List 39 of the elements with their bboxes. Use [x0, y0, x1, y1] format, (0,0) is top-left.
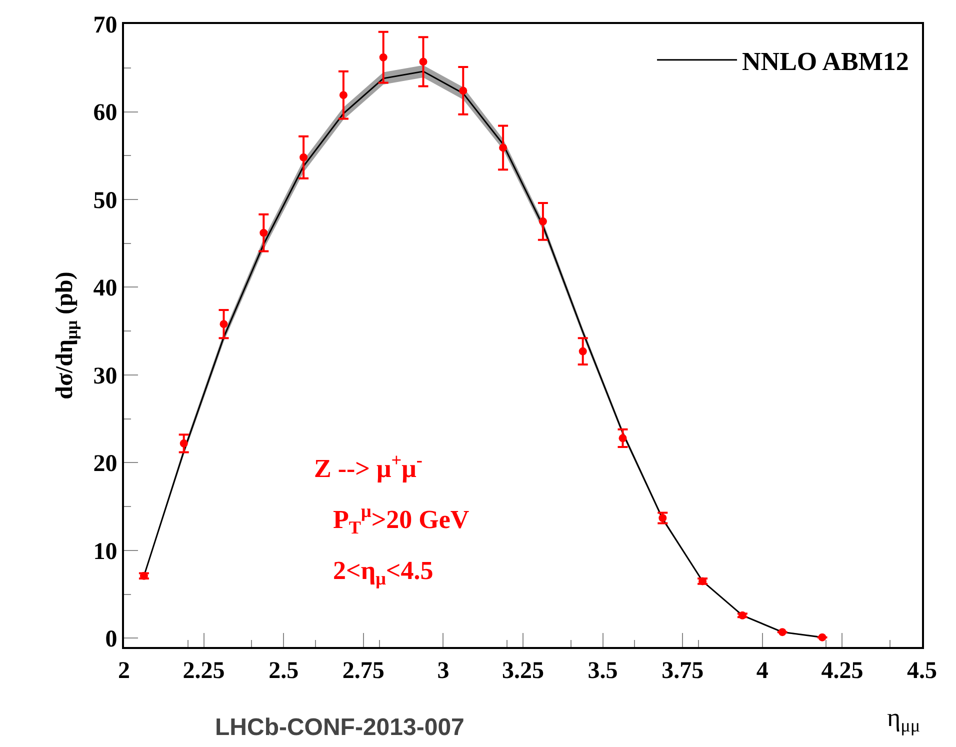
point [618, 434, 627, 442]
x-tick-label: 3 [437, 658, 450, 684]
y-tick-label: 0 [105, 626, 118, 653]
x-tick-label: 4.25 [821, 658, 864, 684]
annotation: P$_{T}$$^{μ}$>20 GeV [333, 501, 470, 538]
y-tick-label: 60 [93, 100, 118, 126]
point [220, 320, 228, 328]
point [778, 628, 786, 636]
x-tick-label: 3.75 [662, 658, 704, 684]
point [260, 228, 268, 237]
x-tick-label: 4.5 [907, 658, 937, 684]
y-tick-label: 30 [93, 363, 118, 390]
point [300, 153, 308, 162]
point [538, 217, 547, 226]
point [419, 58, 428, 66]
y-tick-label: 20 [93, 451, 118, 478]
point [459, 86, 468, 95]
point [499, 144, 508, 152]
point [180, 439, 188, 448]
x-tick-label: 3.25 [502, 658, 544, 684]
x-tick-label: 2.75 [342, 658, 384, 684]
x-tick-label: 2.25 [182, 658, 225, 684]
point [578, 347, 587, 356]
annotation: 2<η$_{μ}$<4.5 [333, 556, 434, 588]
x-tick-label: 4 [756, 658, 768, 684]
x-tick-label: 2.5 [268, 658, 299, 684]
x-tick-label: 2 [118, 658, 130, 684]
point [379, 53, 388, 62]
y-tick-label: 50 [93, 188, 118, 214]
annotation: Z --> μ$^{+}$μ$^{-}$ [314, 450, 422, 483]
x-tick-label: 3.5 [588, 658, 618, 684]
point [818, 633, 826, 642]
point [339, 91, 348, 100]
legend-label: NNLO ABM12 [742, 47, 909, 76]
y-tick-label: 10 [93, 538, 118, 565]
y-tick-label: 40 [93, 276, 118, 302]
x-axis-title: η$_{μμ}$ [887, 703, 920, 736]
text: LHCb-CONF-2013-007 [215, 714, 464, 741]
y-tick-label: 70 [93, 12, 118, 38]
